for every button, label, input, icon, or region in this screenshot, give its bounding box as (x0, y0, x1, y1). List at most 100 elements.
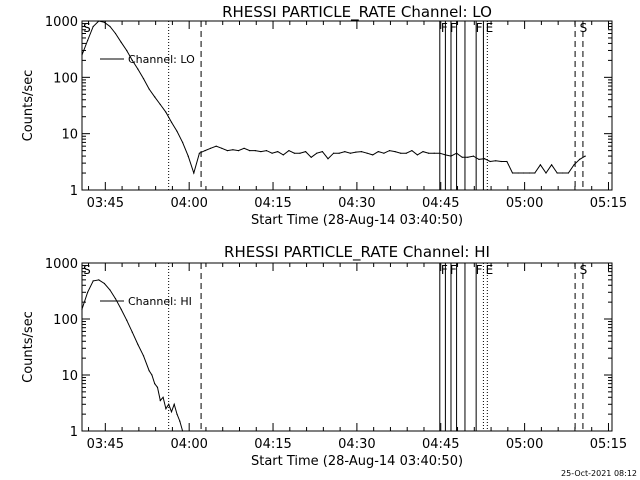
x-tick-label: 04:00 (170, 196, 207, 211)
x-tick-label: 03:45 (87, 437, 124, 452)
data-point (182, 430, 184, 432)
data-point (103, 282, 105, 285)
data-point (495, 160, 497, 162)
data-point (562, 172, 564, 174)
data-point (405, 152, 407, 154)
data-point (126, 319, 128, 321)
y-tick-label: 1000 (45, 15, 78, 30)
data-point (254, 150, 256, 152)
data-point (360, 151, 363, 153)
data-point (120, 41, 122, 43)
data-point (327, 158, 329, 160)
data-point (573, 164, 575, 166)
event-flag-label: E (486, 21, 494, 35)
data-point (456, 152, 458, 154)
data-point (338, 152, 340, 154)
data-point (187, 155, 189, 157)
data-point (114, 298, 117, 300)
x-axis-label: Start Time (28-Aug-14 03:40:50) (251, 213, 463, 228)
y-tick-label: 1 (70, 425, 78, 440)
data-point (355, 151, 357, 153)
data-point (243, 147, 245, 149)
data-point (433, 152, 435, 154)
data-point (159, 103, 161, 106)
event-flag-label: F (450, 21, 457, 35)
data-point (422, 151, 424, 153)
data-point (500, 160, 502, 163)
data-point (162, 396, 164, 398)
data-point (444, 154, 446, 156)
event-flag-label: F (450, 263, 457, 277)
data-point (450, 155, 452, 157)
data-point (142, 355, 145, 357)
data-point (506, 160, 508, 163)
event-flag-label: F (476, 21, 483, 35)
timestamp-label: 25-Oct-2021 08:12 (561, 469, 637, 478)
data-point (394, 151, 396, 153)
data-point (165, 111, 167, 113)
x-tick-label: 04:45 (422, 196, 459, 211)
data-point (221, 147, 223, 149)
data-point (366, 152, 368, 154)
data-point (545, 172, 547, 174)
data-point (584, 155, 586, 157)
data-point (534, 172, 536, 174)
data-point (137, 343, 139, 346)
data-point (333, 152, 335, 154)
data-point (226, 150, 228, 152)
data-point (204, 150, 206, 152)
data-point (159, 399, 161, 402)
data-point (461, 156, 463, 158)
y-tick-label: 100 (53, 313, 78, 328)
data-point (92, 25, 94, 28)
data-point (170, 411, 173, 413)
data-point (411, 150, 413, 152)
x-tick-label: 05:15 (590, 196, 627, 211)
data-point (388, 150, 391, 152)
data-point (556, 172, 558, 174)
hi-channel-panel: RHESSI PARTICLE_RATE Channel: HI 1 10 100 10… (21, 243, 627, 469)
x-tick-label: 04:15 (254, 196, 291, 211)
data-point (271, 152, 273, 154)
data-point (372, 154, 374, 156)
data-point (282, 154, 284, 156)
y-tick-label: 10 (61, 369, 78, 384)
plot-frame (81, 262, 613, 432)
plot-frame (81, 20, 613, 191)
data-point (265, 150, 268, 152)
data-point (299, 152, 301, 154)
data-point (173, 403, 175, 405)
data-point (179, 420, 181, 422)
data-point (377, 151, 379, 153)
data-point (165, 408, 167, 410)
data-point (137, 68, 139, 70)
data-point (400, 152, 402, 154)
data-point (383, 152, 385, 154)
data-point (120, 308, 122, 310)
data-point (114, 32, 117, 35)
data-point (344, 151, 346, 153)
event-flag-label: S (580, 21, 588, 35)
event-flag-label: S (580, 263, 588, 277)
x-tick-label: 03:45 (87, 196, 124, 211)
event-flag-label: E (486, 263, 494, 277)
data-point (210, 147, 212, 149)
data-point (98, 279, 100, 281)
data-point (579, 158, 581, 160)
data-point (92, 280, 94, 282)
data-point (288, 150, 290, 152)
data-point (523, 172, 525, 174)
data-point (131, 59, 133, 62)
data-point (539, 164, 542, 166)
legend-label: Channel: LO (128, 53, 195, 66)
x-tick-label: 04:30 (338, 196, 375, 211)
data-point (87, 39, 89, 42)
data-point (439, 152, 441, 154)
data-point (310, 156, 312, 158)
data-point (176, 413, 178, 415)
legend-label: Channel: HI (128, 295, 192, 308)
lo-channel-panel: RHESSI PARTICLE_RATE Channel: LO 1 10 100 10… (21, 3, 627, 228)
event-flag-label: F (441, 263, 448, 277)
data-point (142, 78, 145, 80)
data-point (428, 152, 430, 154)
